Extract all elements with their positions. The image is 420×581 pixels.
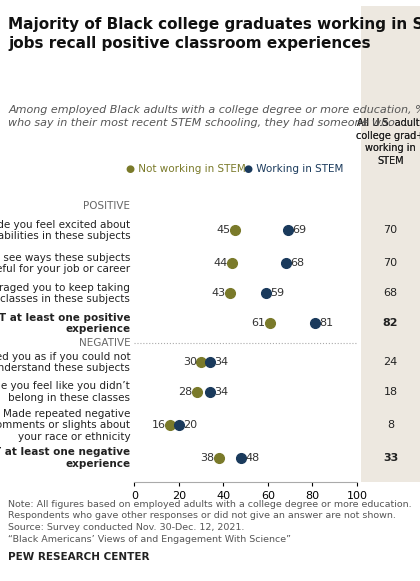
Text: 28: 28 — [178, 388, 192, 397]
Text: 48: 48 — [246, 453, 260, 463]
Text: 59: 59 — [270, 288, 284, 299]
Text: Treated you as if you could not
understand these subjects: Treated you as if you could not understa… — [0, 352, 130, 373]
Text: 70: 70 — [383, 259, 398, 268]
Text: 24: 24 — [383, 357, 398, 367]
Text: Among employed Black adults with a college degree or more education, %
who say i: Among employed Black adults with a colle… — [8, 105, 420, 128]
Text: Note: All figures based on employed adults with a college degree or more educati: Note: All figures based on employed adul… — [8, 500, 412, 544]
Text: 18: 18 — [383, 388, 398, 397]
Text: 69: 69 — [292, 225, 307, 235]
Text: 70: 70 — [383, 225, 398, 235]
Text: 33: 33 — [383, 453, 398, 463]
Text: 68: 68 — [383, 288, 398, 299]
Text: 34: 34 — [215, 388, 228, 397]
Text: POSITIVE: POSITIVE — [83, 202, 130, 211]
Text: 38: 38 — [200, 453, 215, 463]
Text: 34: 34 — [215, 357, 228, 367]
Text: Helped you see ways these subjects
could be useful for your job or career: Helped you see ways these subjects could… — [0, 253, 130, 274]
Text: NET at least one positive
experience: NET at least one positive experience — [0, 313, 130, 334]
Text: 8: 8 — [387, 420, 394, 431]
Text: Made you feel like you didn’t
belong in these classes: Made you feel like you didn’t belong in … — [0, 382, 130, 403]
Text: NET at least one negative
experience: NET at least one negative experience — [0, 447, 130, 469]
Text: 45: 45 — [216, 225, 230, 235]
Text: 44: 44 — [214, 259, 228, 268]
Text: Encouraged you to keep taking
classes in these subjects: Encouraged you to keep taking classes in… — [0, 282, 130, 304]
Text: NEGATIVE: NEGATIVE — [79, 338, 130, 348]
Text: PEW RESEARCH CENTER: PEW RESEARCH CENTER — [8, 552, 150, 562]
Text: 20: 20 — [184, 420, 197, 431]
Text: 81: 81 — [319, 318, 333, 328]
Text: Made repeated negative
comments or slights about
your race or ethnicity: Made repeated negative comments or sligh… — [0, 408, 130, 442]
Text: 16: 16 — [152, 420, 165, 431]
Text: 30: 30 — [183, 357, 197, 367]
Text: Made you feel excited about
your abilities in these subjects: Made you feel excited about your abiliti… — [0, 220, 130, 241]
Text: ● Not working in STEM: ● Not working in STEM — [126, 164, 246, 174]
Text: All U.S. adults
college grad+
working in
STEM: All U.S. adults college grad+ working in… — [357, 119, 420, 166]
Text: 61: 61 — [252, 318, 266, 328]
Text: All U.S. adults
college grad+
working in
STEM: All U.S. adults college grad+ working in… — [357, 119, 420, 166]
Text: Majority of Black college graduates working in STEM
jobs recall positive classro: Majority of Black college graduates work… — [8, 17, 420, 51]
Text: 82: 82 — [383, 318, 398, 328]
Text: ● Working in STEM: ● Working in STEM — [244, 164, 343, 174]
Text: 43: 43 — [212, 288, 226, 299]
Text: 68: 68 — [290, 259, 304, 268]
